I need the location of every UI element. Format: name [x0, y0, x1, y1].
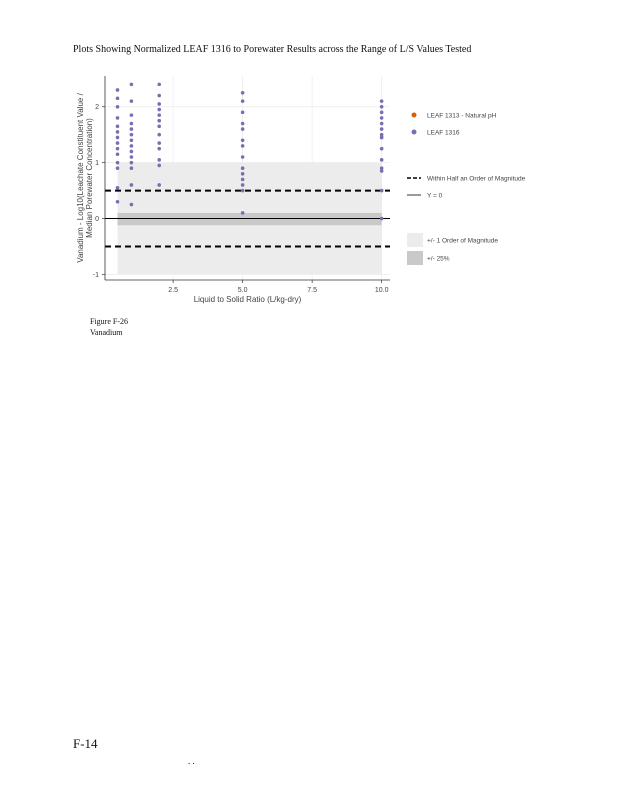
data-point: [129, 113, 134, 117]
y-tick-label: 1: [95, 160, 99, 167]
data-point: [240, 155, 245, 159]
data-point: [115, 88, 120, 92]
data-point: [129, 149, 134, 154]
x-tick-label: 10.0: [375, 287, 389, 294]
data-point: [379, 104, 384, 109]
data-point: [240, 127, 245, 131]
y-tick-label: -1: [93, 272, 99, 279]
data-point: [379, 116, 384, 120]
page-title: Plots Showing Normalized LEAF 1316 to Po…: [73, 44, 471, 55]
data-point: [240, 138, 245, 143]
y-axis-label: Median Porewater Concentration): [85, 118, 94, 238]
figure-number: Figure F-26: [90, 317, 128, 326]
data-point: [129, 132, 134, 137]
legend-marker: [411, 112, 417, 118]
figure-name: Vanadium: [90, 328, 123, 337]
data-point: [115, 135, 120, 140]
data-point: [379, 169, 384, 173]
data-point: [157, 82, 162, 87]
data-point: [115, 166, 120, 171]
data-point: [240, 90, 245, 95]
data-point: [115, 96, 120, 101]
x-tick-label: 2.5: [168, 287, 178, 294]
data-point: [157, 118, 162, 123]
data-point: [157, 158, 162, 162]
data-point: [129, 160, 134, 165]
data-point: [129, 138, 134, 143]
x-tick-label: 7.5: [307, 287, 317, 294]
data-point: [379, 146, 384, 151]
legend-label: LEAF 1316: [427, 130, 460, 137]
x-axis-label: Liquid to Solid Ratio (L/kg-dry): [194, 295, 302, 304]
y-tick-label: 0: [95, 216, 99, 223]
y-tick-label: 2: [95, 104, 99, 111]
data-point: [157, 93, 162, 98]
data-point: [240, 121, 245, 126]
data-point: [240, 166, 245, 171]
data-point: [379, 121, 384, 126]
data-point: [379, 188, 384, 193]
data-point: [379, 166, 384, 171]
data-point: [129, 166, 134, 171]
data-point: [157, 132, 162, 137]
legend-marker: [411, 129, 417, 135]
data-point: [115, 141, 120, 145]
x-tick-label: 5.0: [238, 287, 248, 294]
data-point: [157, 124, 162, 129]
data-point: [115, 185, 120, 190]
y-axis-label: Vanadium - Log10(Leachate Constituent Va…: [76, 92, 85, 262]
page-number: F-14: [73, 736, 98, 751]
data-point: [115, 199, 120, 204]
data-point: [379, 135, 384, 140]
data-point: [157, 146, 162, 151]
footer-marks: . .: [188, 756, 195, 766]
data-point: [379, 216, 384, 221]
data-point: [157, 107, 162, 112]
legend-swatch: [407, 233, 423, 247]
data-point: [129, 121, 134, 126]
data-point: [157, 113, 162, 117]
data-point: [240, 177, 245, 182]
data-point: [115, 160, 120, 165]
data-point: [379, 99, 384, 103]
data-point: [240, 211, 245, 215]
data-point: [240, 188, 245, 193]
data-point: [240, 144, 245, 148]
data-point: [240, 99, 245, 103]
legend-label: Within Half an Order of Magnitude: [427, 176, 526, 183]
data-point: [157, 102, 162, 106]
legend-label: +/- 1 Order of Magnitude: [427, 238, 498, 245]
data-point: [115, 146, 120, 151]
data-point: [379, 110, 384, 115]
data-point: [129, 127, 134, 131]
legend-swatch: [407, 251, 423, 265]
data-point: [115, 124, 120, 129]
legend-label: +/- 25%: [427, 256, 450, 263]
data-point: [129, 99, 134, 103]
data-point: [129, 202, 134, 207]
data-point: [157, 163, 162, 168]
data-point: [129, 183, 134, 187]
data-point: [115, 104, 120, 109]
legend-label: LEAF 1313 - Natural pH: [427, 113, 497, 120]
data-point: [157, 141, 162, 145]
data-point: [240, 183, 245, 187]
data-point: [129, 82, 134, 87]
data-point: [115, 152, 120, 157]
data-point: [379, 132, 384, 137]
data-point: [129, 144, 134, 148]
data-point: [379, 127, 384, 131]
data-point: [240, 110, 245, 115]
legend-label: Y = 0: [427, 193, 443, 200]
data-point: [129, 155, 134, 159]
band: [117, 212, 382, 226]
data-point: [157, 183, 162, 187]
data-point: [115, 116, 120, 120]
chart: 2.5 5.0 7.5 10.0 -1 0 1 2 Liquid to Solid Ratio …: [76, 76, 526, 304]
data-point: [240, 172, 245, 176]
data-point: [379, 158, 384, 162]
data-point: [115, 130, 120, 134]
